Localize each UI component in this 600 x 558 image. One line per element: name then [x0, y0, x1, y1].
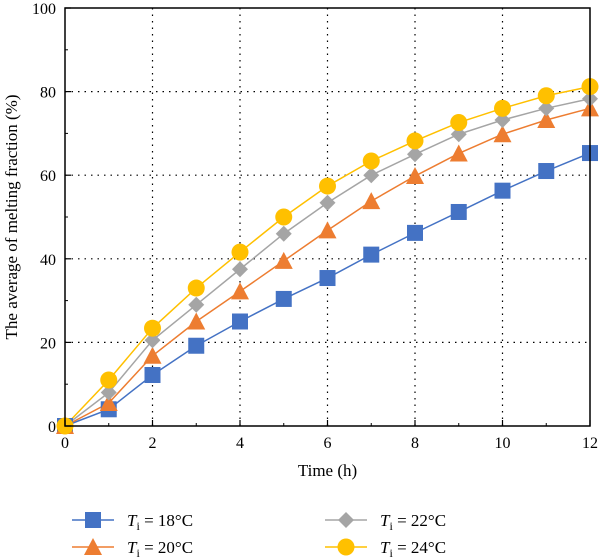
y-tick-label: 100 [32, 1, 56, 18]
legend-label: Ti = 18°C [127, 511, 193, 533]
data-point-diamond [363, 167, 380, 184]
x-tick-label: 0 [61, 435, 69, 452]
x-tick-label: 10 [495, 435, 511, 452]
data-point-triangle [231, 282, 249, 300]
data-point-diamond [538, 100, 555, 117]
data-point-square [494, 182, 511, 199]
x-tick-label: 4 [236, 435, 244, 452]
data-point-circle [362, 152, 380, 170]
data-point-circle [187, 279, 205, 297]
y-tick-label: 0 [48, 419, 56, 436]
legend-entry: Ti = 24°C [325, 538, 446, 558]
axis-ticks [64, 7, 591, 427]
series-line-triangle [64, 107, 591, 427]
data-point-circle [144, 319, 161, 337]
x-tick-label: 8 [411, 435, 419, 452]
data-point-diamond [232, 261, 248, 278]
data-point-circle [537, 87, 555, 105]
data-point-triangle [318, 221, 337, 239]
data-point-diamond [319, 194, 336, 211]
data-point-triangle [406, 167, 424, 185]
data-point-triangle [99, 394, 118, 412]
x-tick-label: 6 [324, 435, 332, 452]
x-tick-label: 2 [149, 435, 157, 452]
legend-marker-triangle [84, 538, 102, 555]
data-point-circle [450, 114, 468, 132]
data-point-circle [494, 99, 511, 117]
data-point-diamond [494, 112, 511, 129]
x-tick-labels: 0 2 4 6 8 10 12 [61, 435, 598, 452]
legend-marker-diamond [338, 512, 354, 528]
data-point-circle [406, 132, 424, 150]
data-point-square [538, 163, 555, 180]
data-point-triangle [274, 251, 293, 269]
data-point-diamond [450, 126, 467, 143]
x-tick-label: 12 [582, 435, 598, 452]
data-point-diamond [100, 384, 117, 401]
data-point-square [319, 270, 336, 287]
y-tick-label: 20 [40, 335, 56, 352]
legend-entry: Ti = 22°C [325, 511, 446, 533]
data-point-triangle [537, 111, 556, 129]
data-point-square [407, 224, 423, 241]
data-point-circle [319, 177, 336, 195]
grid [65, 8, 590, 426]
series-markers [56, 78, 599, 435]
data-point-diamond [275, 225, 292, 242]
x-axis-label: Time (h) [298, 461, 357, 480]
data-point-square [450, 203, 467, 220]
y-tick-labels: 0 20 40 60 80 100 [32, 1, 56, 436]
legend-entry: Ti = 18°C [72, 511, 193, 533]
data-point-triangle [187, 312, 206, 330]
y-tick-label: 60 [40, 168, 56, 185]
data-point-diamond [188, 296, 205, 313]
data-point-diamond [144, 332, 161, 349]
data-point-square [363, 246, 380, 263]
data-point-square [232, 313, 248, 330]
legend-label: Ti = 20°C [127, 538, 193, 558]
y-tick-label: 40 [40, 252, 56, 269]
y-axis-label: The average of melting fraction (%) [2, 95, 21, 340]
legend-label: Ti = 24°C [380, 538, 446, 558]
legend: Ti = 18°C Ti = 20°C Ti = 22°C Ti = 24°C [72, 511, 446, 558]
data-point-square [144, 367, 161, 384]
data-point-circle [100, 371, 118, 389]
data-point-triangle [449, 144, 468, 162]
data-point-square [275, 290, 292, 307]
data-point-circle [275, 208, 293, 226]
data-point-square [188, 337, 205, 354]
legend-marker-circle [337, 538, 355, 556]
data-point-circle [231, 243, 249, 261]
legend-entry: Ti = 20°C [72, 538, 193, 558]
data-point-triangle [143, 346, 162, 364]
legend-label: Ti = 22°C [380, 511, 446, 533]
data-point-triangle [493, 125, 512, 143]
data-point-triangle [362, 192, 381, 210]
y-tick-label: 80 [40, 85, 56, 102]
legend-marker-square [85, 512, 101, 528]
data-point-diamond [407, 146, 423, 163]
